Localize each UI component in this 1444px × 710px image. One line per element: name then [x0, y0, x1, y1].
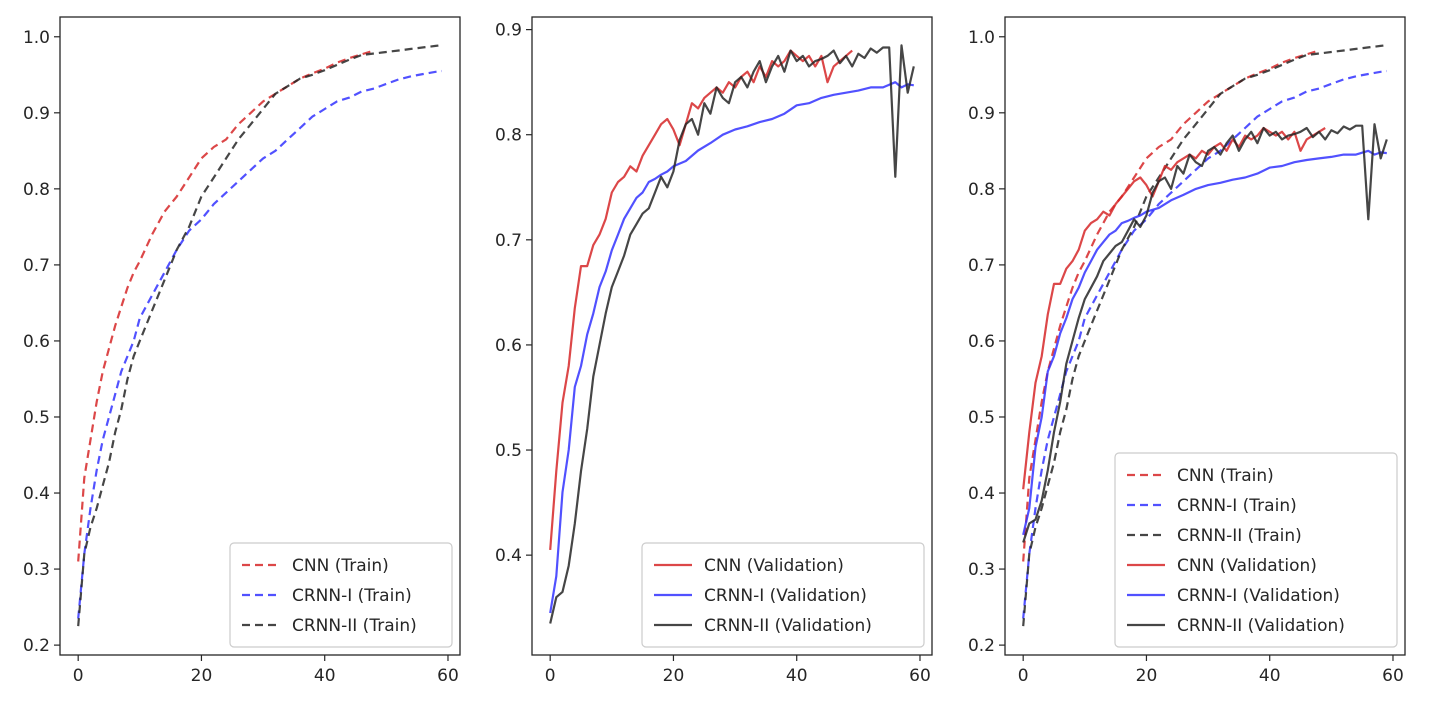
- legend-entry: CRNN-I (Train): [1177, 496, 1297, 516]
- x-tick-label: 20: [663, 666, 685, 686]
- y-tick-label: 0.8: [495, 126, 522, 146]
- chart-panel-1: 0 20 40 60 0.2 0.3 0.4 0.5 0.6 0.7 0.8 0.9 1.0 CNN (T…: [23, 16, 461, 686]
- series-line-crnn-i-validation: [549, 81, 914, 614]
- legend-entry: CRNN-I (Train): [292, 586, 412, 606]
- legend-entry: CNN (Validation): [704, 556, 844, 576]
- series-line-crnn-ii-validation: [549, 44, 915, 624]
- legend-entry: CRNN-II (Validation): [704, 616, 872, 636]
- legend-box: [1114, 452, 1398, 648]
- legend-entry: CNN (Train): [1177, 466, 1274, 486]
- x-tick-label: 40: [1259, 666, 1281, 686]
- y-tick-label: 0.3: [23, 560, 50, 580]
- y-tick-label: 0.3: [968, 560, 995, 580]
- y-tick-label: 0.6: [968, 332, 995, 352]
- y-tick-label: 0.6: [23, 332, 50, 352]
- legend: CNN (Validation) CRNN-I (Validation) CRNN-…: [641, 542, 925, 648]
- x-tick-label: 0: [545, 666, 556, 686]
- y-tick-label: 0.9: [23, 104, 50, 124]
- axes-frame: [59, 16, 461, 656]
- chart-panel-3: 0 20 40 60 0.2 0.3 0.4 0.5 0.6 0.7 0.8 0.9 1.0 CNN (T…: [968, 16, 1406, 686]
- legend: CNN (Train) CRNN-I (Train) CRNN-II (Train)…: [1114, 452, 1398, 648]
- series-line-cnn-validation: [1022, 126, 1326, 490]
- x-tick-label: 40: [314, 666, 336, 686]
- y-tick-label: 0.5: [968, 408, 995, 428]
- y-tick-label: 0.5: [23, 408, 50, 428]
- legend: CNN (Train) CRNN-I (Train) CRNN-II (Train): [229, 542, 453, 648]
- legend-box: [229, 542, 453, 648]
- y-tick-label: 0.9: [495, 21, 522, 41]
- legend-entry: CNN (Validation): [1177, 556, 1317, 576]
- y-tick-label: 0.4: [495, 546, 522, 566]
- series-line-crnn-i-train: [1022, 69, 1387, 619]
- legend-box: [641, 542, 925, 648]
- y-tick-label: 0.7: [968, 256, 995, 276]
- y-tick-label: 0.8: [23, 180, 50, 200]
- series-line-crnn-ii-train: [77, 44, 442, 627]
- y-tick-label: 1.0: [968, 28, 995, 48]
- legend-entry: CNN (Train): [292, 556, 389, 576]
- y-tick-label: 0.2: [968, 636, 995, 656]
- y-tick-label: 0.4: [968, 484, 995, 504]
- series-line-crnn-ii-validation: [1022, 123, 1388, 543]
- y-tick-label: 0.6: [495, 336, 522, 356]
- y-tick-label: 0.7: [495, 231, 522, 251]
- axes-frame: [531, 16, 933, 656]
- legend-entry: CRNN-II (Validation): [1177, 616, 1345, 636]
- axes-frame: [1004, 16, 1406, 656]
- legend-entry: CRNN-II (Train): [1177, 526, 1302, 546]
- legend-entry: CRNN-I (Validation): [1177, 586, 1340, 606]
- legend-entry: CRNN-I (Validation): [704, 586, 867, 606]
- series-line-crnn-i-validation: [1022, 149, 1387, 536]
- chart-panel-2: 0 20 40 60 0.4 0.5 0.6 0.7 0.8 0.9 CNN (Validation…: [495, 16, 933, 686]
- x-tick-label: 20: [191, 666, 213, 686]
- y-tick-label: 0.5: [495, 441, 522, 461]
- x-tick-label: 40: [786, 666, 808, 686]
- y-tick-label: 1.0: [23, 28, 50, 48]
- series-line-cnn-validation: [549, 49, 853, 550]
- y-tick-label: 0.4: [23, 484, 50, 504]
- series-line-cnn-train: [1022, 49, 1320, 562]
- y-tick-label: 0.8: [968, 180, 995, 200]
- y-tick-label: 0.7: [23, 256, 50, 276]
- series-line-cnn-train: [77, 49, 375, 562]
- x-tick-label: 0: [73, 666, 84, 686]
- x-tick-label: 60: [1382, 666, 1404, 686]
- series-line-crnn-i-train: [77, 69, 442, 619]
- x-tick-label: 20: [1136, 666, 1158, 686]
- y-tick-label: 0.2: [23, 636, 50, 656]
- x-tick-label: 0: [1018, 666, 1029, 686]
- y-tick-label: 0.9: [968, 104, 995, 124]
- x-tick-label: 60: [909, 666, 931, 686]
- x-tick-label: 60: [437, 666, 459, 686]
- legend-entry: CRNN-II (Train): [292, 616, 417, 636]
